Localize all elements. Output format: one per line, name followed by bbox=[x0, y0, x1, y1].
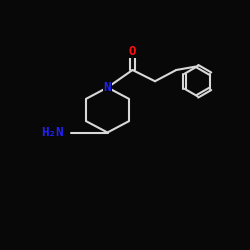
Text: H₂N: H₂N bbox=[41, 126, 64, 139]
Text: N: N bbox=[104, 81, 111, 94]
Text: O: O bbox=[129, 45, 136, 58]
